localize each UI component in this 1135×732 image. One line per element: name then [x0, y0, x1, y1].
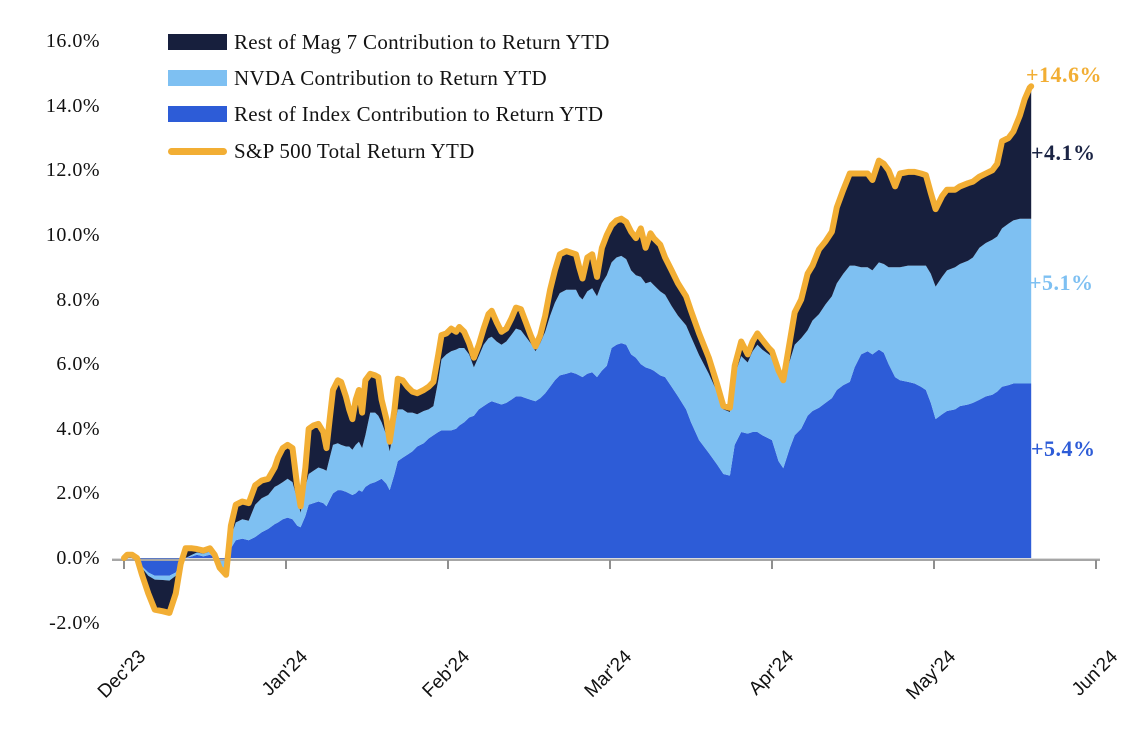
legend-label: Rest of Mag 7 Contribution to Return YTD — [234, 29, 610, 54]
legend-swatch-blue-rect — [168, 106, 227, 122]
end-value-label: +5.4% — [1031, 436, 1096, 461]
y-tick-label: 0.0% — [56, 547, 100, 569]
area-nvda — [124, 218, 1032, 581]
x-axis-tick — [285, 560, 287, 569]
y-tick-label: 14.0% — [45, 95, 100, 117]
legend-item: NVDA Contribution to Return YTD — [168, 65, 548, 90]
legend-swatch-gold-line — [168, 147, 227, 155]
legend-item: Rest of Index Contribution to Return YTD — [168, 101, 604, 126]
y-tick-label: 4.0% — [56, 418, 100, 440]
y-tick-label: 6.0% — [56, 353, 100, 375]
legend-label: Rest of Index Contribution to Return YTD — [234, 101, 604, 126]
end-value-label: +4.1% — [1031, 140, 1096, 165]
y-tick-label: 12.0% — [45, 159, 100, 181]
legend-label: NVDA Contribution to Return YTD — [234, 65, 548, 90]
x-axis-line — [112, 558, 1100, 561]
end-value-label: +5.1% — [1029, 270, 1094, 295]
x-axis-tick — [771, 560, 773, 569]
area-rest-of-index — [124, 343, 1032, 576]
legend-swatch-navy-rect — [168, 34, 227, 50]
end-value-label: +14.6% — [1026, 62, 1103, 87]
y-tick-label: -2.0% — [49, 612, 100, 634]
x-axis-tick — [447, 560, 449, 569]
x-axis-tick — [933, 560, 935, 569]
y-tick-label: 16.0% — [45, 30, 100, 52]
line-sp500-total-return — [121, 83, 1035, 616]
x-axis-tick — [609, 560, 611, 569]
legend-item: Rest of Mag 7 Contribution to Return YTD — [168, 29, 610, 54]
y-tick-label: 8.0% — [56, 289, 100, 311]
x-axis-tick — [123, 560, 125, 569]
legend-label: S&P 500 Total Return YTD — [234, 138, 475, 163]
legend-swatch-lightblue-rect — [168, 70, 227, 86]
y-tick-label: 2.0% — [56, 482, 100, 504]
x-axis-tick — [1095, 560, 1097, 569]
y-tick-label: 10.0% — [45, 224, 100, 246]
legend-item: S&P 500 Total Return YTD — [168, 138, 475, 163]
